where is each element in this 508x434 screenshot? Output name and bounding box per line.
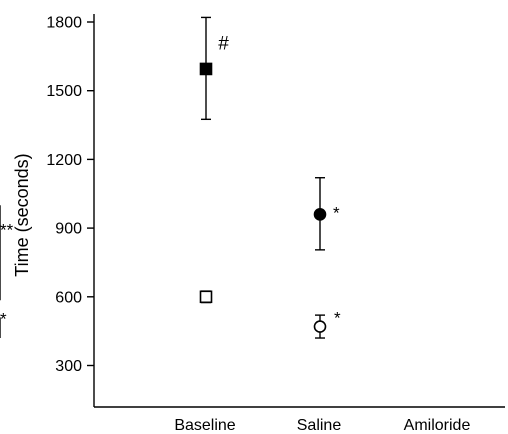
marker-square-filled-baseline — [199, 62, 213, 76]
y-tick-label-900: 900 — [55, 221, 82, 238]
x-categories: Baseline Saline Amiloride — [174, 417, 470, 434]
annotation-filled-baseline: # — [218, 33, 229, 54]
annotation-filled-saline: * — [333, 203, 340, 222]
y-ticks: 300 600 900 1200 1500 1800 — [46, 15, 94, 375]
y-tick-label-300: 300 — [55, 358, 82, 375]
x-category-label-saline: Saline — [297, 417, 342, 434]
axes — [93, 14, 505, 408]
y-tick-label-1500: 1500 — [46, 83, 82, 100]
y-tick-label-1200: 1200 — [46, 152, 82, 169]
y-tick-label-600: 600 — [55, 289, 82, 306]
marker-circle-filled-saline — [313, 208, 327, 221]
annotation-open-amiloride: * — [0, 310, 7, 329]
marker-circle-open-saline — [313, 320, 327, 333]
annotation-open-saline: * — [334, 309, 341, 328]
data-marks: #***** — [0, 16, 341, 339]
y-axis-label: Time (seconds) — [12, 153, 32, 276]
x-category-label-baseline: Baseline — [174, 417, 235, 434]
marker-square-open-baseline — [199, 290, 213, 304]
annotation-filled-amiloride: ** — [0, 220, 14, 239]
y-tick-label-1800: 1800 — [46, 15, 82, 32]
x-category-label-amiloride: Amiloride — [404, 417, 471, 434]
